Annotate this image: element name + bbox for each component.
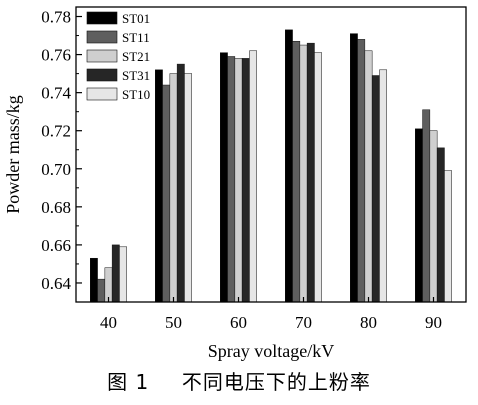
bar-st10-60	[249, 50, 257, 303]
bar-st21-70	[299, 44, 308, 303]
plot-frame	[75, 6, 467, 303]
legend-swatch-st01	[86, 11, 118, 25]
x-axis-label: Spray voltage/kV	[208, 341, 334, 361]
bar-st10-90	[444, 170, 453, 303]
bar-st21-90	[429, 130, 438, 303]
y-tick-label: 0.74	[41, 84, 71, 103]
y-axis-label: Powder mass/kg	[3, 95, 23, 214]
y-tick-label: 0.70	[41, 160, 71, 179]
bar-st31-80	[371, 75, 380, 303]
legend-label-st11: ST11	[122, 30, 150, 45]
bar-st11-40	[97, 278, 106, 303]
bar-st11-80	[357, 39, 366, 303]
legend-label-st21: ST21	[122, 49, 150, 64]
bar-st11-60	[227, 56, 236, 303]
y-tick-label: 0.66	[41, 236, 71, 255]
x-tick-label: 70	[295, 313, 312, 332]
bar-st10-50	[184, 73, 192, 303]
legend-swatch-st21	[86, 49, 118, 63]
y-tick-label: 0.76	[41, 46, 71, 65]
x-tick-label: 50	[165, 313, 182, 332]
x-tick-label: 90	[425, 313, 442, 332]
bar-st01-50	[155, 69, 163, 303]
bar-st10-80	[379, 69, 388, 303]
legend-label-st31: ST31	[122, 68, 150, 83]
bar-st31-50	[176, 63, 185, 303]
y-tick-label: 0.72	[41, 122, 71, 141]
figure-number: 图 1	[107, 370, 150, 394]
bar-st10-70	[314, 52, 323, 303]
x-tick-label: 40	[100, 313, 117, 332]
bar-st01-90	[415, 128, 423, 303]
bar-st21-50	[169, 73, 178, 303]
bar-st31-90	[436, 147, 445, 303]
bar-st01-40	[90, 257, 98, 303]
legend-swatch-st11	[86, 30, 118, 44]
bar-st11-90	[422, 109, 431, 303]
bar-st11-50	[162, 84, 171, 303]
bar-st21-40	[104, 267, 113, 303]
figure-caption-text: 不同电压下的上粉率	[181, 370, 371, 394]
bar-st01-70	[285, 29, 293, 303]
bar-st31-60	[241, 58, 250, 303]
legend-swatch-st31	[86, 68, 118, 82]
legend-label-st10: ST10	[122, 87, 150, 102]
bar-st01-80	[350, 33, 358, 303]
y-tick-label: 0.78	[41, 8, 71, 27]
x-tick-label: 60	[230, 313, 247, 332]
bar-chart: 0.64 0.66 0.68 0.70 0.72 0.74 0.76 0.78 40 50 60 70…	[3, 6, 467, 361]
bar-st21-60	[234, 58, 243, 303]
bar-st21-80	[364, 50, 373, 303]
x-tick-label: 80	[360, 313, 377, 332]
bar-st31-70	[306, 42, 315, 303]
legend-label-st01: ST01	[122, 11, 150, 26]
figure-caption: 图 1 不同电压下的上粉率	[0, 366, 478, 395]
bar-st01-60	[220, 52, 228, 303]
bar-st11-70	[292, 41, 301, 303]
bar-st10-40	[119, 246, 127, 303]
bar-st31-40	[111, 244, 120, 303]
y-tick-label: 0.64	[41, 274, 71, 293]
y-tick-label: 0.68	[41, 198, 71, 217]
legend-swatch-st10	[86, 87, 118, 101]
